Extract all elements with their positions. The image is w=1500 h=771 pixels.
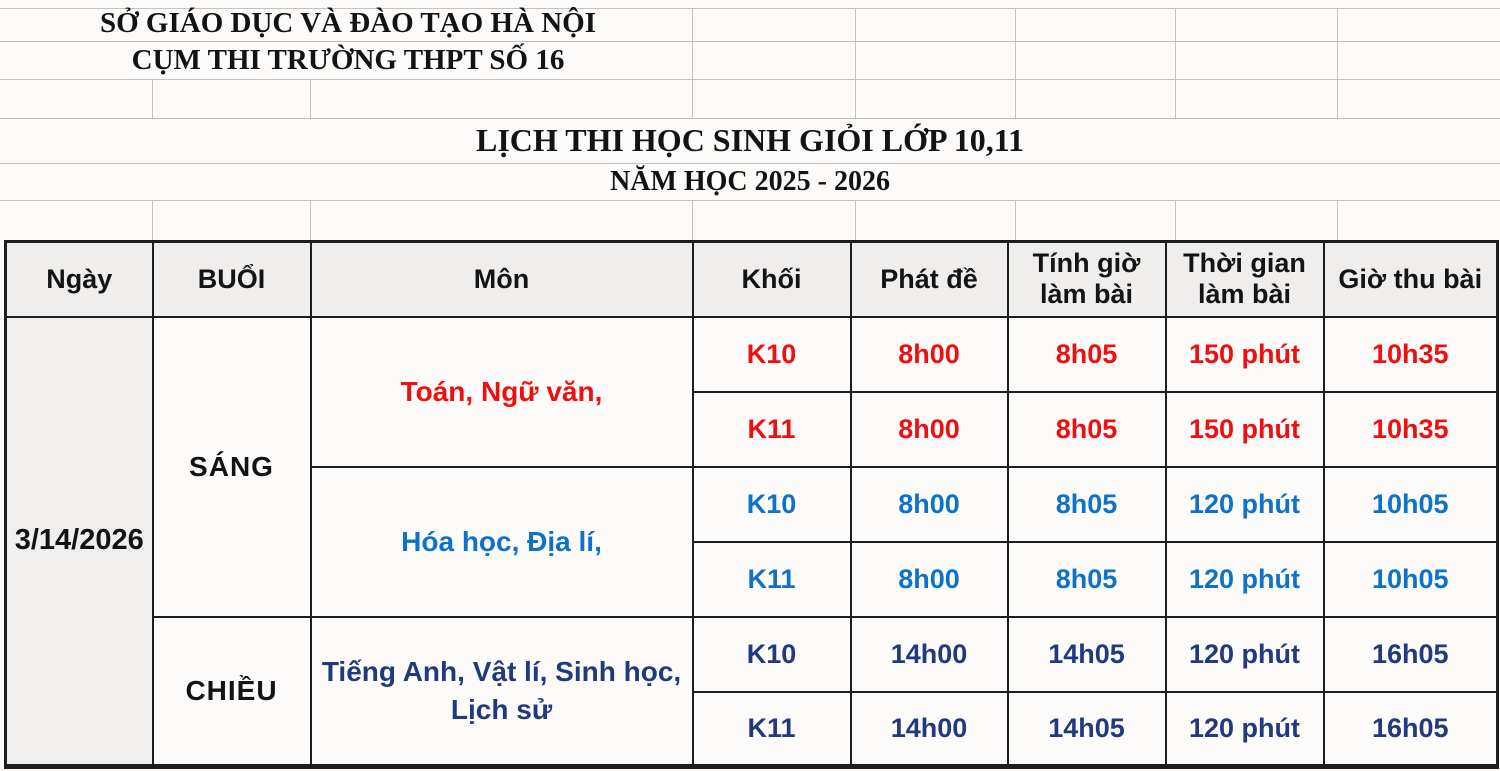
grade-cell: K11 <box>691 540 852 618</box>
gridline <box>1337 200 1338 240</box>
subject-cell-morning-2: Hóa học, Địa lí, <box>309 465 694 618</box>
table-row: K11 8h00 8h05 120 phút 10h05 <box>6 540 1499 618</box>
hand-out-cell: 14h00 <box>849 615 1009 693</box>
col-header-date: Ngày <box>4 240 154 318</box>
header-row: Ngày BUỔI Môn Khối Phát đề Tính giờ làm … <box>4 240 1499 318</box>
duration-cell: 120 phút <box>1164 690 1325 768</box>
col-header-session: BUỔI <box>151 240 312 318</box>
collect-time-cell: 10h35 <box>1322 315 1499 393</box>
gridline <box>152 200 153 240</box>
collect-time-cell: 16h05 <box>1322 690 1499 768</box>
session-morning-cell: SÁNG <box>151 315 312 618</box>
gridline <box>692 8 693 118</box>
table-row: K11 14h00 14h05 120 phút 16h05 <box>6 690 1499 768</box>
session-afternoon-cell: CHIỀU <box>151 615 312 768</box>
grade-cell: K10 <box>691 315 852 393</box>
gridline <box>310 200 311 240</box>
col-header-collect-time: Giờ thu bài <box>1322 240 1499 318</box>
start-timing-cell: 8h05 <box>1006 315 1167 393</box>
gridline <box>0 8 1500 9</box>
col-header-hand-out: Phát đề <box>849 240 1009 318</box>
col-header-start-timing: Tính giờ làm bài <box>1006 240 1167 318</box>
gridline <box>692 200 693 240</box>
gridline <box>1015 200 1016 240</box>
grade-cell: K11 <box>691 690 852 768</box>
table-row: 3/14/2026 SÁNG Toán, Ngữ văn, K10 8h00 8… <box>4 315 1499 768</box>
subject-cell-morning-1: Toán, Ngữ văn, <box>309 315 694 468</box>
duration-cell: 120 phút <box>1164 615 1325 693</box>
gridline <box>0 41 1500 42</box>
start-timing-cell: 14h05 <box>1006 690 1167 768</box>
gridline <box>0 118 1500 119</box>
hand-out-cell: 8h00 <box>849 465 1009 543</box>
hand-out-cell: 8h00 <box>849 540 1009 618</box>
duration-cell: 150 phút <box>1164 315 1325 393</box>
gridline <box>1337 8 1338 118</box>
table-row: Hóa học, Địa lí, K10 8h00 8h05 120 phút … <box>6 465 1499 618</box>
duration-cell: 120 phút <box>1164 465 1325 543</box>
start-timing-cell: 8h05 <box>1006 390 1167 468</box>
hand-out-cell: 14h00 <box>849 690 1009 768</box>
gridline <box>0 200 1500 201</box>
collect-time-cell: 10h35 <box>1322 390 1499 468</box>
org-name-line1: SỞ GIÁO DỤC VÀ ĐÀO TẠO HÀ NỘI <box>99 7 597 39</box>
col-header-subject: Môn <box>309 240 694 318</box>
start-timing-cell: 8h05 <box>1006 540 1167 618</box>
start-timing-cell: 8h05 <box>1006 465 1167 543</box>
gridline <box>1175 200 1176 240</box>
table-row: CHIỀU Tiếng Anh, Vật lí, Sinh học, Lịch … <box>6 615 1499 768</box>
col-header-duration: Thời gian làm bài <box>1164 240 1325 318</box>
gridline <box>0 163 1500 164</box>
exam-schedule-table: Ngày BUỔI Môn Khối Phát đề Tính giờ làm … <box>4 240 1499 769</box>
duration-cell: 120 phút <box>1164 540 1325 618</box>
subject-cell-afternoon-1: Tiếng Anh, Vật lí, Sinh học, Lịch sử <box>309 615 694 768</box>
page-title: LỊCH THI HỌC SINH GIỎI LỚP 10,11 <box>476 122 1024 158</box>
collect-time-cell: 10h05 <box>1322 465 1499 543</box>
gridline <box>310 79 311 118</box>
hand-out-cell: 8h00 <box>849 390 1009 468</box>
start-timing-cell: 14h05 <box>1006 615 1167 693</box>
table-row: K11 8h00 8h05 150 phút 10h35 <box>6 390 1499 468</box>
date-cell: 3/14/2026 <box>4 315 154 768</box>
grade-cell: K10 <box>691 465 852 543</box>
gridline <box>855 200 856 240</box>
gridline <box>152 79 153 118</box>
org-name-line2: CỤM THI TRƯỜNG THPT SỐ 16 <box>131 44 565 76</box>
col-header-grade: Khối <box>691 240 852 318</box>
grade-cell: K11 <box>691 390 852 468</box>
hand-out-cell: 8h00 <box>849 315 1009 393</box>
collect-time-cell: 10h05 <box>1322 540 1499 618</box>
gridline <box>855 8 856 118</box>
gridline <box>1175 8 1176 118</box>
page-subtitle: NĂM HỌC 2025 - 2026 <box>610 166 890 197</box>
duration-cell: 150 phút <box>1164 390 1325 468</box>
gridline <box>0 79 1500 80</box>
gridline <box>1015 8 1016 118</box>
collect-time-cell: 16h05 <box>1322 615 1499 693</box>
grade-cell: K10 <box>691 615 852 693</box>
